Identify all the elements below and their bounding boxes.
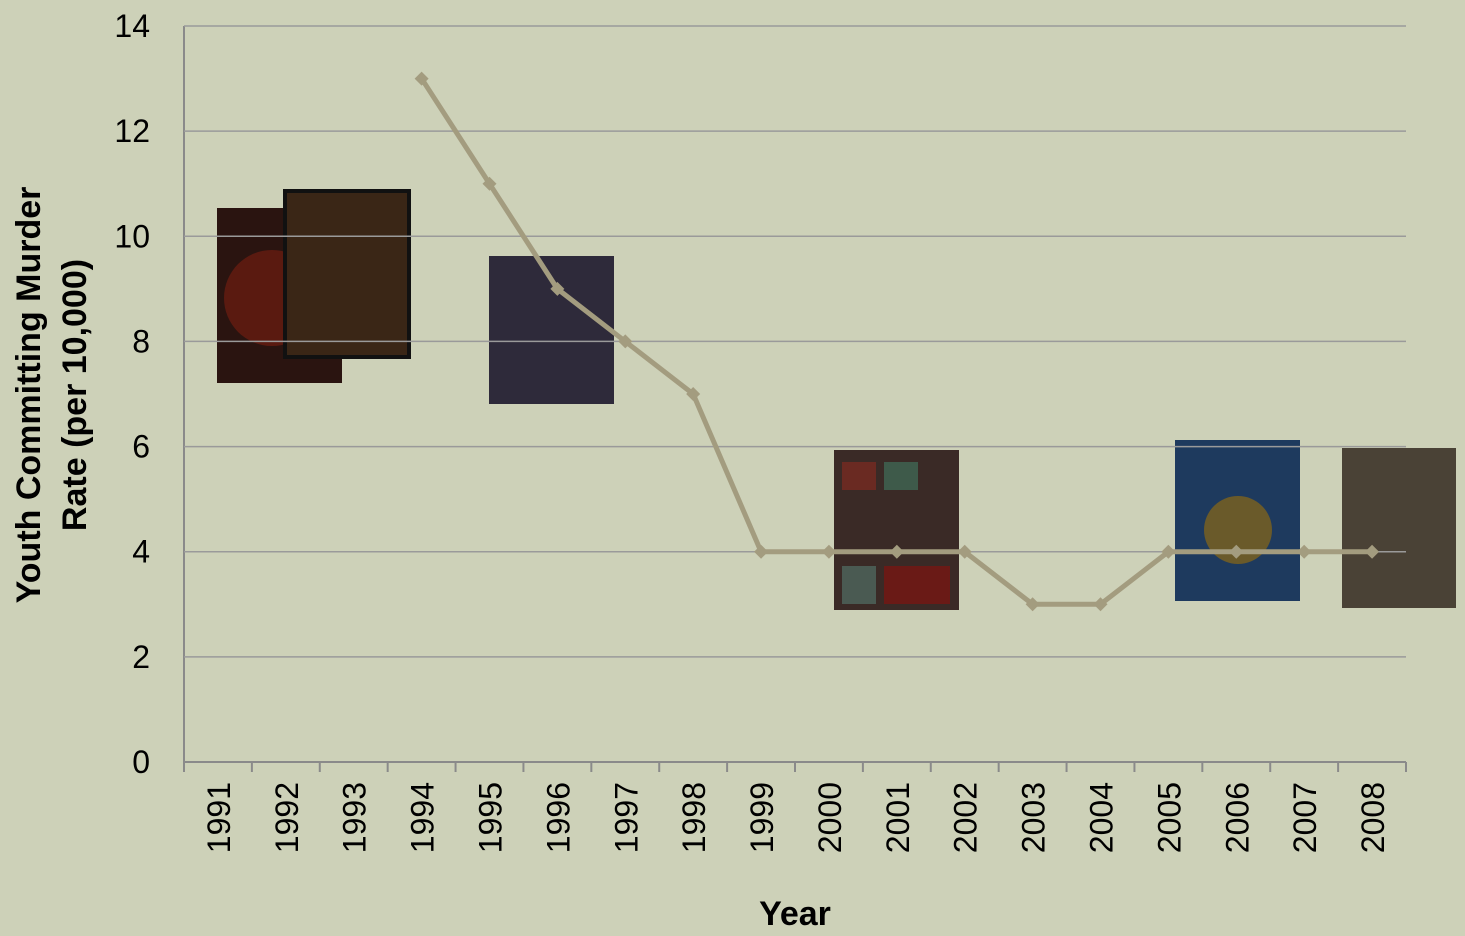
x-axis-title: Year (759, 895, 831, 933)
game-covers (217, 189, 1456, 610)
cover-image (1342, 448, 1456, 608)
x-tick-label: 1995 (473, 782, 509, 853)
data-point (957, 544, 972, 559)
x-tick-label: 2006 (1219, 782, 1255, 853)
data-point (821, 544, 836, 559)
x-tick-label: 2004 (1084, 782, 1120, 853)
data-point (550, 281, 565, 296)
cover-art (884, 462, 918, 490)
data-point (686, 387, 701, 401)
cover-art (842, 462, 876, 490)
x-tick-label: 1999 (744, 782, 780, 853)
x-tick-label: 2000 (812, 782, 848, 853)
cover-art (1204, 496, 1272, 564)
data-point (482, 176, 497, 191)
y-axis-title: Youth Committing Murder (10, 187, 48, 604)
x-tick-label: 2002 (948, 782, 984, 853)
data-point (1229, 544, 1244, 559)
x-tick-label: 1991 (201, 782, 237, 853)
data-point (1365, 544, 1380, 559)
x-tick-label: 2007 (1287, 782, 1323, 853)
y-tick-label: 0 (132, 744, 150, 780)
y-axis-title: Rate (per 10,000) (56, 259, 94, 531)
data-point (414, 71, 429, 86)
data-point (889, 544, 904, 559)
x-tick-label: 1997 (608, 782, 644, 853)
x-tick-label: 1996 (540, 782, 576, 853)
data-point (1297, 544, 1312, 559)
x-tick-label: 1992 (269, 782, 305, 853)
x-tick-label: 1993 (337, 782, 373, 853)
data-point (1161, 544, 1176, 559)
x-tick-label: 2008 (1355, 782, 1391, 853)
y-tick-label: 14 (114, 8, 150, 44)
x-tick-label: 2005 (1151, 782, 1187, 853)
x-tick-label: 2001 (880, 782, 916, 853)
cover-image (283, 189, 411, 359)
data-point (1093, 597, 1108, 612)
data-point (1025, 597, 1040, 612)
y-tick-label: 6 (132, 429, 150, 465)
x-tick-label: 2003 (1016, 782, 1052, 853)
cover-art (842, 566, 876, 604)
y-tick-label: 10 (114, 218, 150, 254)
x-tick-label: 1994 (405, 782, 441, 853)
cover-art (884, 566, 950, 604)
y-tick-label: 8 (132, 323, 150, 359)
y-tick-label: 12 (114, 113, 150, 149)
data-point (754, 544, 769, 559)
data-point (618, 334, 633, 349)
y-tick-label: 4 (132, 534, 150, 570)
x-tick-label: 1998 (676, 782, 712, 853)
y-tick-label: 2 (132, 639, 150, 675)
